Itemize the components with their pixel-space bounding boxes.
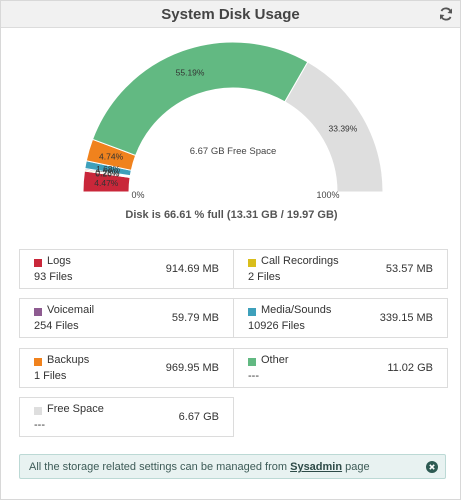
media-sounds-card: Media/Sounds 10926 Files 339.15 MB — [233, 298, 448, 338]
backups-count: 1 Files — [34, 370, 67, 382]
gauge-label-other: 55.19% — [176, 67, 205, 77]
free-space-name: Free Space — [47, 403, 104, 415]
logs-size: 914.69 MB — [165, 263, 219, 275]
media-sounds-color-swatch — [248, 308, 256, 316]
call-recordings-card: Call Recordings 2 Files 53.57 MB — [233, 249, 448, 289]
gauge-label-media-sounds: 1.68% — [96, 164, 121, 174]
close-icon[interactable] — [426, 461, 438, 473]
notice-text: All the storage related settings can be … — [29, 461, 370, 473]
gauge-segment-other — [91, 41, 309, 157]
free-space-card: Free Space --- 6.67 GB — [19, 397, 234, 437]
gauge-label-call-recordings: 0.26% — [95, 169, 120, 179]
gauge-label-free-space: 33.39% — [329, 123, 358, 133]
gauge-max-label: 100% — [316, 190, 339, 200]
other-card: Other --- 11.02 GB — [233, 348, 448, 388]
refresh-icon[interactable] — [438, 6, 454, 22]
other-name: Other — [261, 354, 289, 366]
gauge-min-label: 0% — [131, 190, 144, 200]
voicemail-card: Voicemail 254 Files 59.79 MB — [19, 298, 234, 338]
free-space-count: --- — [34, 419, 45, 431]
logs-count: 93 Files — [34, 271, 73, 283]
voicemail-count: 254 Files — [34, 320, 79, 332]
gauge-label-logs: 4.47% — [94, 178, 119, 188]
voicemail-color-swatch — [34, 308, 42, 316]
notice-text-after: page — [342, 461, 370, 473]
media-sounds-name: Media/Sounds — [261, 304, 332, 316]
notice-text-before: All the storage related settings can be … — [29, 461, 291, 473]
free-space-size: 6.67 GB — [178, 411, 219, 423]
gauge-center-text: 6.67 GB Free Space — [190, 146, 277, 157]
sysadmin-link[interactable]: Sysadmin — [290, 461, 343, 473]
backups-name: Backups — [47, 354, 90, 366]
disk-summary-text: Disk is 66.61 % full (13.31 GB / 19.97 G… — [125, 209, 338, 221]
disk-usage-gauge: 4.47% 0.26% 0.28% 1.68% 4.74% 55.19% 33.39% 6.… — [1, 29, 461, 201]
backups-size: 969.95 MB — [165, 362, 219, 374]
logs-name: Logs — [47, 255, 71, 267]
logs-color-swatch — [34, 259, 42, 267]
call-recordings-color-swatch — [248, 259, 256, 267]
storage-settings-notice: All the storage related settings can be … — [19, 454, 446, 479]
other-color-swatch — [248, 358, 256, 366]
voicemail-name: Voicemail — [47, 304, 95, 316]
logs-card: Logs 93 Files 914.69 MB — [19, 249, 234, 289]
call-recordings-size: 53.57 MB — [385, 263, 433, 275]
backups-color-swatch — [34, 358, 42, 366]
gauge-chart: 4.47%0.26%0.28%1.68% 4.74% 55.19% 33.39% 6.… — [82, 41, 384, 200]
backups-card: Backups 1 Files 969.95 MB — [19, 348, 234, 388]
media-sounds-count: 10926 Files — [248, 320, 305, 332]
call-recordings-count: 2 Files — [248, 271, 281, 283]
gauge-label-voicemail: 0.28% — [95, 168, 120, 178]
call-recordings-name: Call Recordings — [261, 255, 339, 267]
gauge-segment-free-space — [284, 61, 384, 193]
gauge-label-backups: 4.74% — [99, 151, 124, 161]
panel-title: System Disk Usage — [161, 6, 300, 23]
other-count: --- — [248, 370, 259, 382]
media-sounds-size: 339.15 MB — [379, 312, 433, 324]
panel-header: System Disk Usage — [1, 1, 460, 28]
other-size: 11.02 GB — [387, 362, 433, 374]
free-space-color-swatch — [34, 407, 42, 415]
voicemail-size: 59.79 MB — [171, 312, 219, 324]
